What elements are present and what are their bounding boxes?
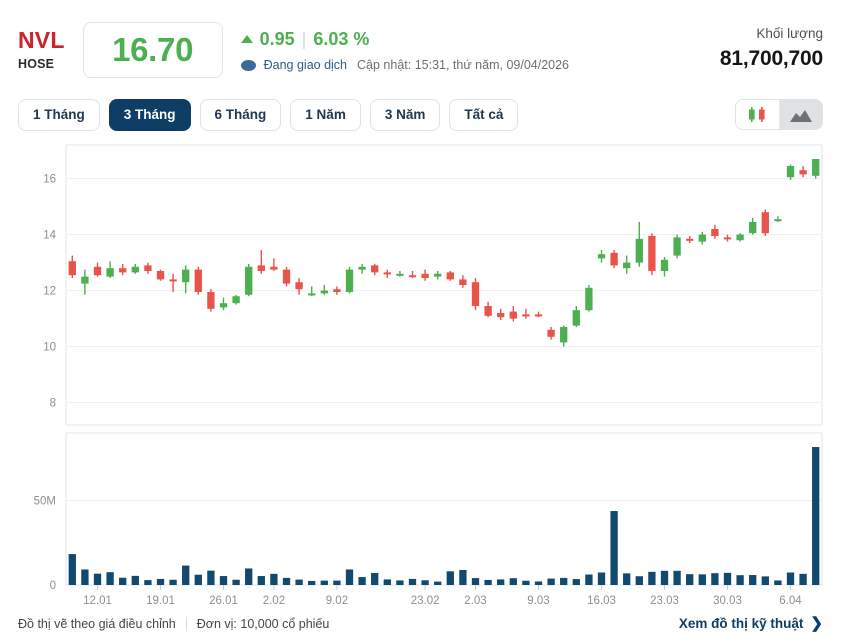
svg-text:23.02: 23.02: [411, 595, 440, 607]
footer-notes: Đồ thị vẽ theo giá điều chỉnh Đơn vị: 10…: [18, 617, 329, 631]
chart-footer: Đồ thị vẽ theo giá điều chỉnh Đơn vị: 10…: [0, 612, 841, 642]
svg-text:0: 0: [50, 580, 56, 592]
svg-text:16.03: 16.03: [587, 595, 616, 607]
volume-summary: Khối lượng 81,700,700: [720, 24, 823, 74]
area-chart-icon: [790, 109, 812, 122]
range-tab-6-months[interactable]: 6 Tháng: [199, 99, 282, 131]
svg-text:14: 14: [43, 230, 56, 242]
svg-text:30.03: 30.03: [713, 595, 742, 607]
change-row: 0.95 | 6.03 %: [240, 29, 569, 49]
change-block: 0.95 | 6.03 % Đang giao dịch Cập nhật: 1…: [240, 28, 570, 72]
chart-area: 8 10 12 14 16 0 50M 12.01 19.01 26.01 2.02 9.02 23.0…: [0, 140, 841, 618]
volume-value: 81,700,700: [719, 47, 823, 71]
svg-text:2.02: 2.02: [263, 595, 285, 607]
volume-label: Khối lượng: [756, 26, 823, 41]
svg-text:19.01: 19.01: [146, 595, 175, 607]
symbol-block: NVL HOSE: [18, 29, 65, 71]
chevron-right-icon: ❯: [810, 615, 823, 632]
last-update-label: Cập nhật: 15:31, thứ năm, 09/04/2026: [357, 58, 570, 72]
trading-status-icon: [240, 59, 256, 71]
svg-text:2.03: 2.03: [464, 595, 486, 607]
area-chart-button[interactable]: [779, 100, 822, 129]
ticker-symbol: NVL: [18, 27, 65, 54]
chart-header: NVL HOSE 16.70 0.95 | 6.03 % Đang giao d…: [0, 0, 841, 92]
svg-text:50M: 50M: [34, 496, 56, 508]
range-tab-all[interactable]: Tất cả: [449, 99, 519, 131]
range-tab-3-years[interactable]: 3 Năm: [369, 99, 441, 131]
chart-type-toggle[interactable]: [735, 99, 823, 130]
range-tab-1-month[interactable]: 1 Tháng: [18, 99, 100, 131]
note-adjusted-price: Đồ thị vẽ theo giá điều chỉnh: [18, 617, 176, 631]
svg-text:12.01: 12.01: [83, 595, 112, 607]
change-percent: 6.03 %: [313, 29, 370, 49]
note-volume-unit: Đơn vị: 10,000 cổ phiếu: [196, 617, 330, 631]
footer-divider: [185, 617, 187, 631]
svg-text:23.03: 23.03: [650, 595, 679, 607]
exchange-label: HOSE: [18, 57, 55, 72]
svg-text:9.02: 9.02: [326, 595, 348, 607]
range-tab-1-year[interactable]: 1 Năm: [290, 99, 361, 131]
change-separator: |: [301, 29, 307, 49]
candlestick-chart-button[interactable]: [736, 100, 779, 129]
svg-text:10: 10: [43, 342, 56, 354]
current-price: 16.70: [112, 30, 194, 68]
technical-chart-link-label: Xem đồ thị kỹ thuật: [678, 616, 804, 631]
svg-text:16: 16: [43, 174, 56, 186]
svg-text:8: 8: [50, 398, 56, 410]
svg-text:12: 12: [43, 286, 56, 298]
range-tabs[interactable]: 1 Tháng 3 Tháng 6 Tháng 1 Năm 3 Năm Tất …: [18, 99, 519, 131]
range-tab-3-months[interactable]: 3 Tháng: [108, 99, 191, 131]
candlestick-chart-icon: [748, 107, 765, 122]
header-left-group: NVL HOSE 16.70 0.95 | 6.03 % Đang giao d…: [18, 22, 569, 78]
caret-up-icon: [240, 34, 253, 43]
svg-text:9.03: 9.03: [527, 595, 549, 607]
status-row: Đang giao dịch Cập nhật: 15:31, thứ năm,…: [240, 58, 570, 72]
technical-chart-link[interactable]: Xem đồ thị kỹ thuật ❯: [679, 616, 823, 631]
trading-status-label: Đang giao dịch: [263, 58, 348, 72]
current-price-box: 16.70: [82, 22, 223, 78]
svg-text:26.01: 26.01: [209, 595, 238, 607]
svg-text:6.04: 6.04: [779, 595, 802, 607]
price-and-volume-chart[interactable]: 8 10 12 14 16 0 50M 12.01 19.01 26.01 2.02 9.02 23.0…: [0, 140, 841, 618]
change-value: 0.95: [259, 29, 295, 49]
